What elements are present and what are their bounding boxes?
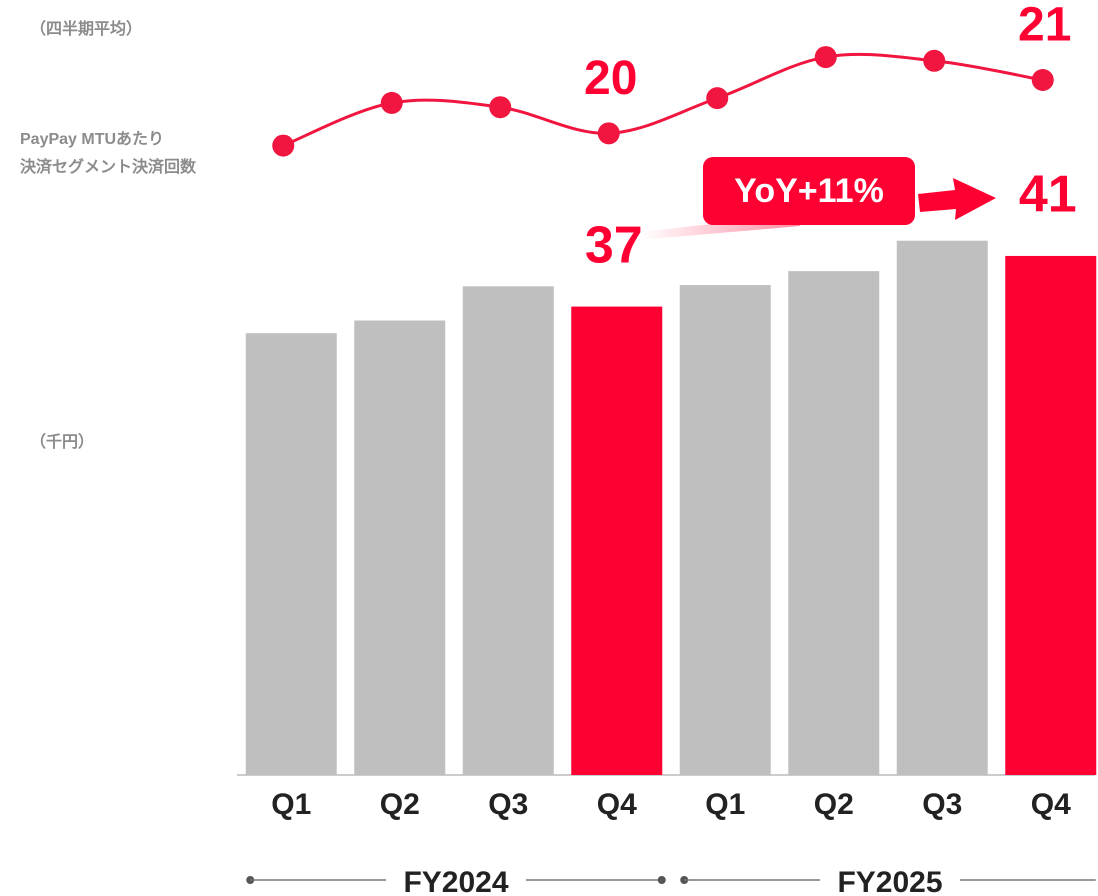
bar-value-label: 41 (1019, 166, 1077, 224)
group-label: FY2025 (837, 866, 942, 896)
line-label: PayPay MTUあたり (20, 130, 164, 148)
annotation-arrow (918, 178, 996, 220)
bar-value-label: 37 (585, 216, 643, 274)
line (282, 52, 1044, 147)
line-label: 決済セグメント決済回数 (20, 157, 197, 176)
line-point (1031, 69, 1054, 91)
bar (245, 333, 337, 775)
line-point (489, 96, 512, 119)
x-tick-label: Q1 (705, 788, 745, 821)
bar (788, 271, 880, 775)
line-value-label: 20 (584, 52, 637, 105)
x-tick-label: Q2 (380, 788, 420, 821)
bar (571, 306, 663, 775)
line-point (706, 87, 729, 110)
x-tick-label: Q3 (488, 788, 528, 821)
line-value-label: 21 (1018, 0, 1071, 52)
x-tick-label: Q3 (922, 788, 962, 821)
group-dot (657, 876, 666, 884)
annotation-box (703, 157, 915, 225)
x-tick-label: Q4 (597, 788, 637, 821)
line-point (272, 134, 295, 157)
x-tick-label: Q1 (271, 788, 311, 821)
x-tick-label: Q4 (1031, 788, 1071, 821)
line-point (597, 122, 620, 145)
bar (896, 240, 988, 776)
x-tick-label: Q2 (814, 788, 854, 821)
annotation: YoY+11% (734, 172, 884, 210)
line-point (923, 49, 946, 72)
bar (1005, 255, 1097, 775)
group-label: FY2024 (403, 866, 508, 896)
line-point (814, 46, 837, 69)
line-point (380, 91, 403, 114)
bar (462, 286, 554, 775)
bar-unit-label: （千円） (30, 433, 94, 451)
bar (679, 285, 771, 775)
line-unit-label: （四半期平均） (30, 19, 142, 38)
bar (354, 320, 446, 775)
